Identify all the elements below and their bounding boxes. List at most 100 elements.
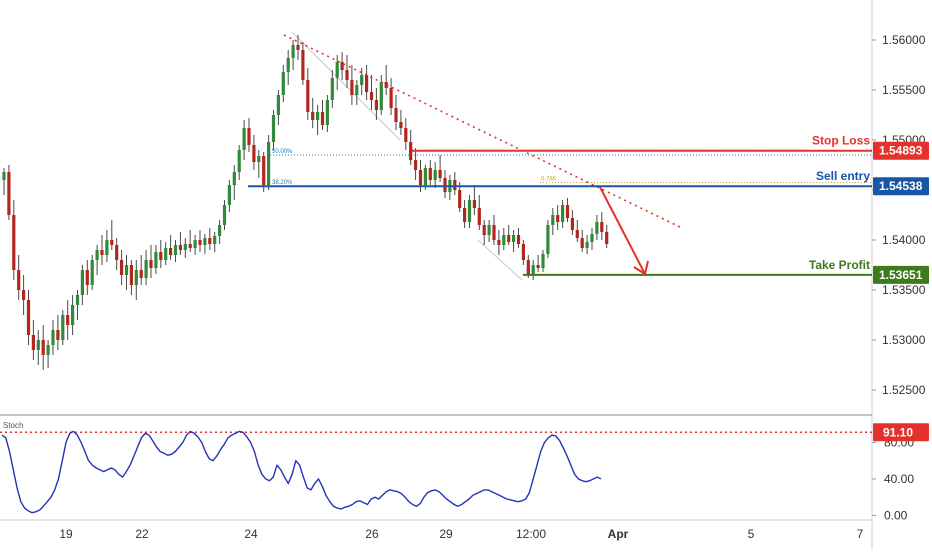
candle-body bbox=[222, 205, 227, 225]
level-name-label: Sell entry bbox=[816, 169, 870, 183]
candle-body bbox=[355, 85, 359, 95]
osc-tick-label: 40.00 bbox=[884, 472, 914, 486]
candle-body bbox=[453, 180, 457, 190]
candle-body bbox=[443, 178, 447, 192]
candle-body bbox=[31, 335, 35, 350]
price-tick-label: 1.56000 bbox=[882, 33, 926, 47]
candle-body bbox=[169, 248, 173, 255]
candle-body bbox=[173, 245, 178, 255]
candle-body bbox=[330, 78, 334, 100]
fib-label: 0.786 bbox=[541, 177, 557, 183]
candle-body bbox=[487, 225, 491, 235]
level-price-label: 1.53651 bbox=[879, 268, 923, 282]
candle-body bbox=[428, 168, 432, 180]
sell-arrow-shaft bbox=[599, 186, 646, 275]
candle-body bbox=[183, 244, 187, 250]
candle-body bbox=[502, 235, 506, 245]
candle-body bbox=[85, 270, 89, 285]
candle-body bbox=[399, 122, 403, 128]
candle-body bbox=[154, 252, 158, 268]
candle-body bbox=[66, 315, 70, 325]
candle-body bbox=[237, 150, 241, 172]
candle-body bbox=[198, 240, 202, 245]
candle-body bbox=[311, 112, 315, 120]
candle-body bbox=[394, 108, 398, 122]
stoch-line bbox=[1, 430, 602, 514]
candle-body bbox=[340, 62, 344, 70]
trendline bbox=[283, 34, 683, 229]
price-tick-label: 1.52500 bbox=[882, 383, 926, 397]
candle-body bbox=[71, 305, 75, 325]
candle-body bbox=[325, 100, 329, 125]
candle-body bbox=[335, 62, 339, 78]
time-tick-label: 12:00 bbox=[516, 527, 546, 541]
candle-body bbox=[507, 235, 511, 242]
candle-body bbox=[242, 128, 246, 150]
candle-body bbox=[276, 95, 280, 115]
level-price-label: 1.54538 bbox=[879, 179, 923, 193]
time-tick-label: Apr bbox=[608, 527, 629, 541]
candle-body bbox=[291, 45, 295, 58]
candle-body bbox=[516, 235, 521, 244]
candle-body bbox=[565, 205, 570, 218]
candle-body bbox=[438, 170, 442, 178]
candle-body bbox=[208, 238, 212, 244]
candle-body bbox=[247, 128, 251, 145]
candle-body bbox=[100, 250, 104, 255]
time-tick-label: 24 bbox=[244, 527, 258, 541]
candle-body bbox=[580, 238, 584, 248]
level-price-badge bbox=[873, 177, 929, 196]
candle-body bbox=[526, 260, 530, 274]
candle-body bbox=[306, 80, 310, 112]
candle-body bbox=[75, 295, 80, 305]
candle-body bbox=[531, 265, 535, 274]
osc-tick-label: 0.00 bbox=[884, 508, 908, 522]
time-tick-label: 5 bbox=[748, 527, 755, 541]
price-tick-label: 1.55500 bbox=[882, 83, 926, 97]
candle-body bbox=[301, 50, 305, 80]
candle-body bbox=[316, 112, 320, 120]
osc-level-label: 91.10 bbox=[883, 425, 913, 439]
candle-body bbox=[409, 142, 413, 160]
candle-body bbox=[472, 200, 476, 208]
candle-body bbox=[188, 244, 192, 248]
candle-body bbox=[414, 160, 418, 170]
level-name-label: Stop Loss bbox=[812, 134, 870, 148]
candle-body bbox=[232, 172, 236, 185]
candle-body bbox=[379, 82, 383, 110]
candle-body bbox=[159, 252, 163, 260]
candle-body bbox=[360, 75, 364, 85]
candle-body bbox=[482, 225, 486, 235]
candle-body bbox=[262, 156, 266, 185]
candle-body bbox=[56, 330, 60, 340]
time-tick-label: 7 bbox=[857, 527, 864, 541]
candle-body bbox=[7, 172, 11, 215]
fib-label: 50.00% bbox=[272, 149, 293, 155]
candle-body bbox=[492, 225, 496, 240]
level-price-label: 1.54893 bbox=[879, 144, 923, 158]
candle-body bbox=[600, 222, 604, 232]
candle-body bbox=[139, 270, 143, 278]
candle-body bbox=[551, 215, 555, 225]
candle-body bbox=[521, 244, 525, 260]
candle-body bbox=[90, 260, 94, 285]
candle-body bbox=[252, 145, 256, 162]
candle-body bbox=[369, 92, 374, 100]
candle-body bbox=[267, 142, 271, 185]
candle-body bbox=[144, 260, 148, 278]
candle-body bbox=[36, 340, 40, 350]
candle-body bbox=[46, 345, 50, 355]
candle-body bbox=[120, 260, 124, 275]
candle-body bbox=[384, 82, 388, 88]
candle-body bbox=[110, 240, 114, 245]
candle-body bbox=[12, 215, 16, 270]
candle-body bbox=[590, 234, 594, 242]
candle-body bbox=[389, 88, 393, 108]
fib-guide-line bbox=[291, 31, 401, 141]
candle-body bbox=[345, 70, 349, 80]
candle-body bbox=[203, 238, 207, 245]
candle-body bbox=[95, 250, 99, 260]
time-tick-label: 19 bbox=[59, 527, 73, 541]
